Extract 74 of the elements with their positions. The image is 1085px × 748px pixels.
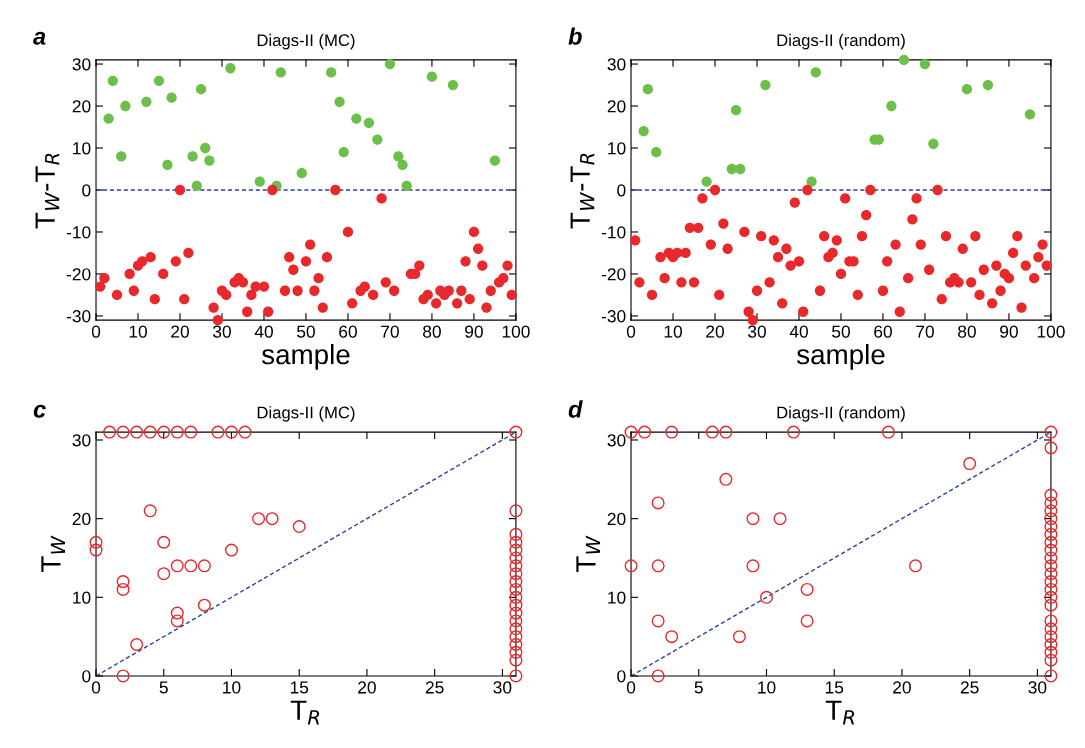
x-tick-label: 30	[493, 681, 512, 694]
x-tick-label: 70	[381, 325, 399, 338]
y-axis-title: T$_{W}$	[41, 535, 66, 573]
chart-title: Diags-II (MC)	[257, 33, 355, 50]
x-tick-label: 20	[706, 325, 724, 338]
x-tick-label: 10	[129, 325, 147, 338]
x-axis-title: T$_{R}$	[825, 700, 855, 725]
x-tick-label: 0	[91, 325, 101, 338]
x-tick-label: 20	[171, 325, 189, 338]
y-tick-label: 20	[72, 100, 91, 113]
y-tick-label: 20	[72, 512, 91, 526]
x-tick-label: 30	[213, 325, 231, 338]
x-tick-label: 10	[758, 681, 776, 694]
x-axis-title: sample	[796, 343, 885, 370]
text: a	[33, 31, 46, 45]
x-tick-label: 90	[1000, 325, 1018, 338]
y-tick-label: 10	[73, 591, 91, 604]
x-tick-label: 25	[960, 681, 979, 694]
y-tick-label: -10	[601, 226, 626, 239]
x-tick-label: 25	[425, 681, 444, 694]
y-axis-title: T$_{W}$-T$_{R}$	[570, 153, 595, 229]
x-tick-label: 20	[893, 681, 911, 694]
x-tick-label: 5	[159, 681, 168, 694]
x-tick-label: 60	[339, 325, 357, 338]
x-tick-label: 10	[223, 681, 241, 694]
y-tick-label: -20	[66, 268, 91, 281]
x-tick-label: 50	[297, 325, 315, 338]
y-tick-label: 20	[607, 100, 626, 113]
y-tick-label: 0	[82, 184, 91, 197]
y-tick-label: -30	[601, 310, 626, 323]
y-tick-label: 30	[607, 58, 626, 71]
x-tick-label: 5	[694, 681, 703, 694]
y-axis-title: T$_{W}$	[576, 535, 601, 573]
x-axis-title: sample	[261, 343, 350, 370]
x-tick-label: 80	[958, 325, 976, 338]
y-tick-label: -10	[66, 226, 91, 239]
x-tick-label: 0	[91, 681, 101, 694]
x-tick-label: 70	[916, 325, 934, 338]
text: b	[568, 27, 582, 45]
x-tick-label: 100	[1037, 325, 1065, 338]
y-tick-label: 0	[82, 670, 91, 683]
x-tick-label: 80	[423, 325, 441, 338]
x-tick-label: 10	[664, 325, 682, 338]
y-tick-label: -20	[601, 268, 626, 281]
x-tick-label: 30	[1028, 681, 1047, 694]
text: d	[568, 400, 583, 418]
x-tick-label: 100	[502, 325, 530, 338]
x-axis-title: T$_{R}$	[290, 700, 320, 725]
text: c	[33, 404, 46, 418]
x-tick-label: 40	[254, 325, 273, 338]
x-tick-label: 15	[825, 681, 844, 694]
y-tick-label: 10	[608, 142, 626, 155]
x-tick-label: 30	[748, 325, 766, 338]
x-tick-label: 60	[874, 325, 892, 338]
y-tick-label: 0	[617, 670, 626, 683]
x-tick-label: 0	[626, 681, 636, 694]
x-tick-label: 90	[465, 325, 483, 338]
y-tick-label: -30	[66, 310, 91, 323]
x-tick-label: 40	[789, 325, 808, 338]
x-tick-label: 0	[626, 325, 636, 338]
chart-title: Diags-II (random)	[777, 406, 905, 422]
x-tick-label: 20	[358, 681, 376, 694]
x-tick-label: 15	[290, 681, 309, 694]
y-tick-label: 30	[607, 434, 626, 447]
chart-title: Diags-II (MC)	[257, 406, 355, 422]
y-tick-label: 10	[73, 142, 91, 155]
chart-title: Diags-II (random)	[777, 33, 905, 50]
y-tick-label: 30	[72, 58, 91, 71]
y-tick-label: 30	[72, 434, 91, 447]
y-tick-label: 20	[607, 512, 626, 526]
y-tick-label: 0	[617, 184, 626, 197]
y-axis-title: T$_{W}$-T$_{R}$	[35, 153, 60, 229]
y-tick-label: 10	[608, 591, 626, 604]
x-tick-label: 50	[832, 325, 850, 338]
